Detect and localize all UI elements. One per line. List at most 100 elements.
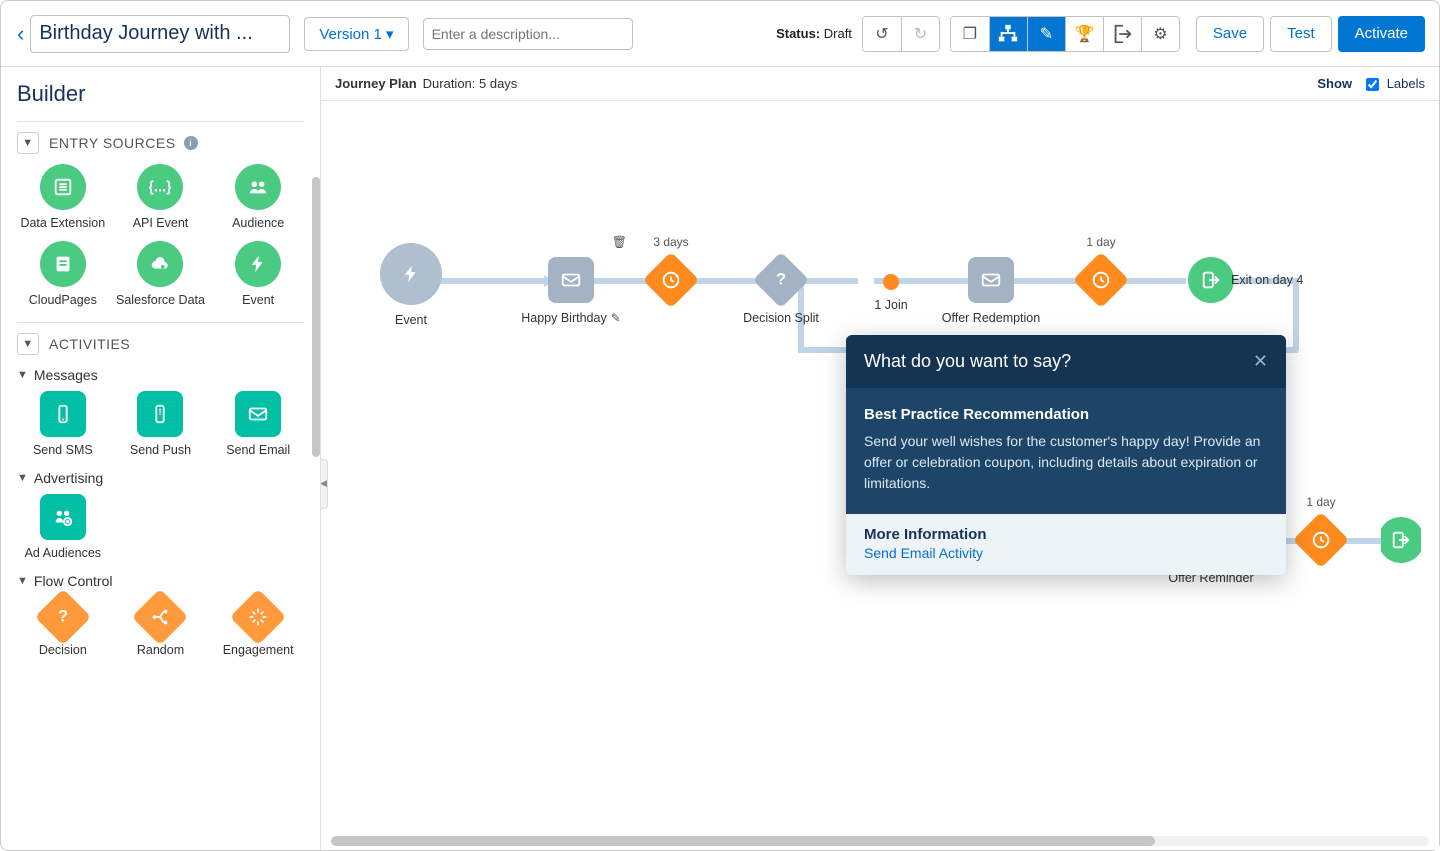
entry-tile-api-event[interactable]: {...}API Event: [115, 164, 207, 231]
version-dropdown[interactable]: Version 1 ▾: [304, 17, 408, 51]
plan-duration: Duration: 5 days: [423, 76, 518, 91]
node-email2[interactable]: Offer Redemption: [951, 257, 1031, 325]
push-icon: !: [137, 391, 183, 437]
pencil-icon[interactable]: ✎: [611, 311, 621, 325]
cloud-icon: [137, 241, 183, 287]
chevron-down-icon: ▼: [17, 132, 39, 154]
node-join1[interactable]: 1 Join: [851, 274, 931, 312]
node-exit2[interactable]: [1381, 517, 1421, 563]
chevron-down-icon: ▼: [17, 575, 28, 587]
hierarchy-button[interactable]: [989, 17, 1027, 51]
question-icon: ?: [35, 589, 92, 646]
redo-button[interactable]: ↻: [901, 17, 939, 51]
entry-tile-audience[interactable]: Audience: [212, 164, 304, 231]
canvas-wrap: ◀ Journey Plan Duration: 5 days Show Lab…: [321, 67, 1439, 850]
node-wait1[interactable]: 3 days: [631, 257, 711, 303]
builder-sidebar: Builder ▼ ENTRY SOURCES i Data Extension…: [1, 67, 321, 850]
activity-tile-ad-audiences[interactable]: Ad Audiences: [17, 494, 109, 561]
node-wait4[interactable]: 1 day: [1281, 517, 1361, 563]
node-side-label: Exit on day 4: [1231, 273, 1303, 287]
trash-icon[interactable]: 🗑: [612, 235, 627, 249]
show-label: Show: [1317, 76, 1352, 91]
svg-text:?: ?: [776, 271, 786, 289]
group-flow control[interactable]: ▼Flow Control: [17, 573, 304, 589]
activity-tile-engagement[interactable]: Engagement: [212, 597, 304, 658]
entry-tile-event[interactable]: Event: [212, 241, 304, 308]
activities-header[interactable]: ▼ ACTIVITIES: [17, 322, 304, 355]
test-button[interactable]: Test: [1270, 16, 1332, 52]
group-messages[interactable]: ▼Messages: [17, 367, 304, 383]
mail-icon: [548, 257, 594, 303]
save-button[interactable]: Save: [1196, 16, 1264, 52]
entry-sources-header[interactable]: ▼ ENTRY SOURCES i: [17, 121, 304, 154]
edit-button[interactable]: ✎: [1027, 17, 1065, 51]
send-email-activity-link[interactable]: Send Email Activity: [864, 545, 983, 561]
clock-icon: [643, 252, 700, 309]
chevron-down-icon: ▼: [17, 472, 28, 484]
header-bar: ‹ Version 1 ▾ Status: Draft ↺ ↻ ❐ ✎ 🏆 ⚙ …: [1, 1, 1439, 67]
tools-group: ❐ ✎ 🏆 ⚙: [950, 16, 1180, 52]
clock-icon: [1073, 252, 1130, 309]
chevron-down-icon: ▼: [17, 369, 28, 381]
info-icon[interactable]: i: [184, 136, 198, 150]
settings-button[interactable]: ⚙: [1141, 17, 1179, 51]
canvas-header: Journey Plan Duration: 5 days Show Label…: [321, 67, 1439, 101]
people-icon: [235, 164, 281, 210]
hierarchy-icon: [997, 23, 1019, 45]
exit-icon: [1381, 517, 1421, 563]
exit-criteria-button[interactable]: [1103, 17, 1141, 51]
bolt-icon: [235, 241, 281, 287]
status-value: Draft: [824, 26, 852, 41]
bolt-icon: [380, 243, 442, 305]
svg-text:{...}: {...}: [149, 180, 171, 196]
copy-button[interactable]: ❐: [951, 17, 989, 51]
chevron-down-icon: ▼: [17, 333, 39, 355]
description-input[interactable]: [423, 18, 633, 50]
clock-icon: [1293, 512, 1350, 569]
svg-text:?: ?: [58, 608, 68, 626]
exit-icon: [1111, 23, 1133, 45]
mobile-icon: [40, 391, 86, 437]
popover-header: What do you want to say? ✕: [846, 335, 1286, 388]
node-wait2[interactable]: 1 day: [1061, 257, 1141, 303]
activate-button[interactable]: Activate: [1338, 16, 1425, 52]
goal-button[interactable]: 🏆: [1065, 17, 1103, 51]
activity-tile-random[interactable]: Random: [115, 597, 207, 658]
entry-tile-data-extension[interactable]: Data Extension: [17, 164, 109, 231]
popover-subhead: Best Practice Recommendation: [864, 404, 1268, 427]
group-advertising[interactable]: ▼Advertising: [17, 470, 304, 486]
edge: [1293, 278, 1299, 351]
entry-sources-label: ENTRY SOURCES: [49, 135, 176, 151]
version-label: Version 1: [319, 26, 382, 43]
list-icon: [40, 164, 86, 210]
spark-icon: [230, 589, 287, 646]
activity-tile-send-push[interactable]: !Send Push: [115, 391, 207, 458]
back-icon[interactable]: ‹: [15, 21, 30, 47]
dot-icon: [883, 274, 899, 290]
popover-footer: More Information Send Email Activity: [846, 514, 1286, 575]
undo-button[interactable]: ↺: [863, 17, 901, 51]
node-dec1[interactable]: ?Decision Split: [741, 257, 821, 325]
status: Status: Draft: [776, 26, 852, 41]
node-email1[interactable]: 🗑Happy Birthday✎: [531, 257, 611, 326]
close-icon[interactable]: ✕: [1253, 351, 1268, 372]
svg-text:!: !: [159, 407, 162, 417]
labels-checkbox[interactable]: [1366, 78, 1379, 91]
plan-title: Journey Plan: [335, 76, 417, 91]
node-start[interactable]: Event: [371, 243, 451, 327]
activity-tile-send-email[interactable]: Send Email: [212, 391, 304, 458]
activities-label: ACTIVITIES: [49, 336, 130, 352]
journey-title-input[interactable]: [30, 15, 290, 53]
labels-toggle[interactable]: Labels: [1366, 76, 1425, 91]
adaud-icon: [40, 494, 86, 540]
canvas-h-scrollbar[interactable]: [331, 836, 1429, 846]
braces-icon: {...}: [137, 164, 183, 210]
entry-tile-cloudpages[interactable]: CloudPages: [17, 241, 109, 308]
activity-tile-send-sms[interactable]: Send SMS: [17, 391, 109, 458]
popover-title: What do you want to say?: [864, 351, 1071, 372]
popover-text: Send your well wishes for the customer's…: [864, 431, 1268, 494]
entry-tile-salesforce-data[interactable]: Salesforce Data: [115, 241, 207, 308]
sidebar-scrollbar[interactable]: [312, 177, 320, 457]
status-label: Status:: [776, 26, 820, 41]
activity-tile-decision[interactable]: ?Decision: [17, 597, 109, 658]
